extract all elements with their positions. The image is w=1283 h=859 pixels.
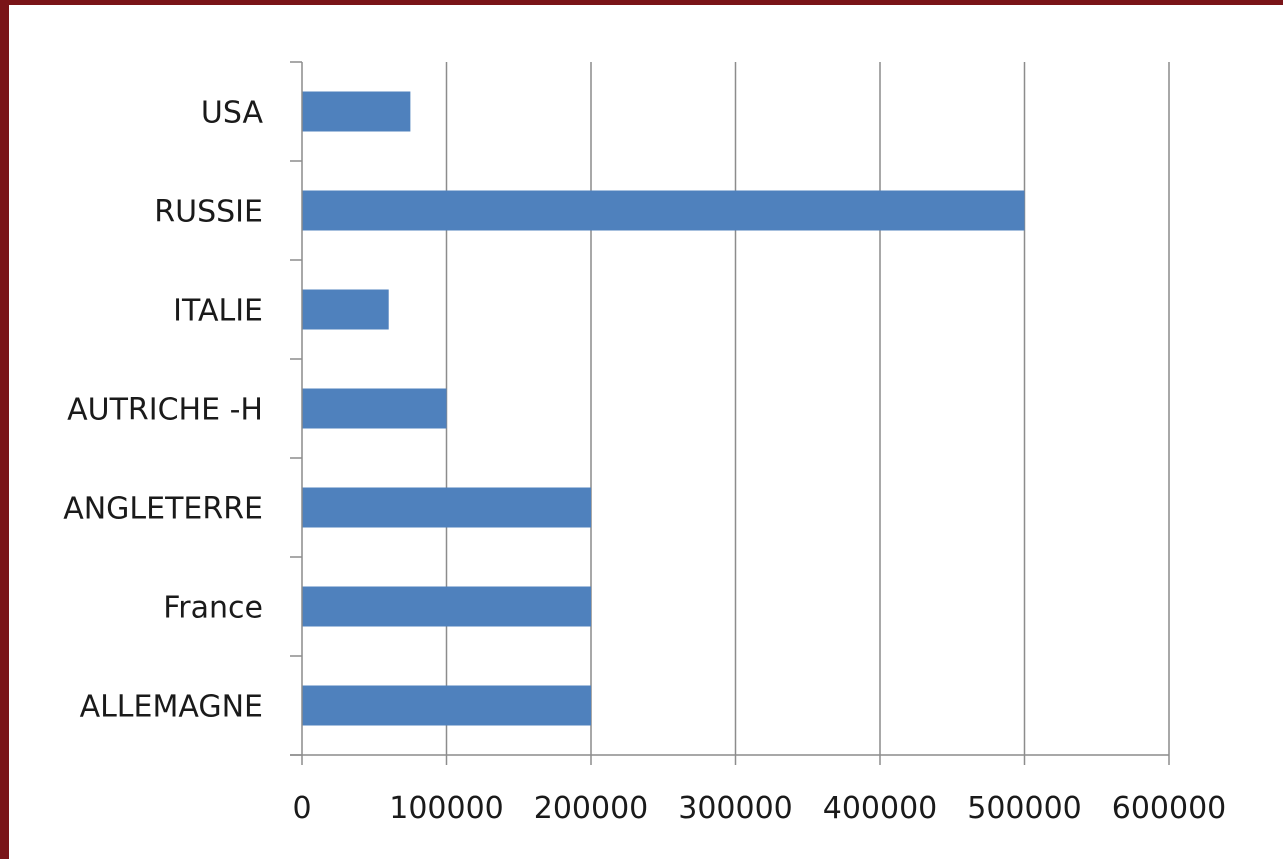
category-label: USA bbox=[201, 96, 264, 131]
x-tick-label: 500000 bbox=[967, 791, 1082, 826]
bar-autriche-h bbox=[302, 388, 447, 429]
bar-russie bbox=[302, 190, 1025, 231]
bar-italie bbox=[302, 289, 389, 330]
category-label: France bbox=[163, 591, 263, 626]
category-labels: ALLEMAGNE France ANGLETERRE AUTRICHE -H ITAL… bbox=[63, 96, 263, 725]
bars bbox=[302, 91, 1025, 726]
x-tick-label: 0 bbox=[292, 791, 311, 826]
x-tick-label: 600000 bbox=[1112, 791, 1227, 826]
category-label: ANGLETERRE bbox=[63, 492, 263, 527]
x-tick-label: 200000 bbox=[534, 791, 649, 826]
x-tick-label: 400000 bbox=[823, 791, 938, 826]
x-tick-labels: 0 100000 200000 300000 400000 500000 600000 bbox=[292, 791, 1226, 826]
gridlines bbox=[445, 62, 1170, 755]
bar-france bbox=[302, 586, 591, 627]
category-label: RUSSIE bbox=[154, 195, 263, 230]
x-tick-label: 300000 bbox=[678, 791, 793, 826]
category-label: ALLEMAGNE bbox=[80, 690, 263, 725]
category-label: AUTRICHE -H bbox=[67, 393, 263, 428]
bar-allemagne bbox=[302, 685, 591, 726]
category-label: ITALIE bbox=[173, 294, 263, 329]
axes bbox=[290, 61, 1170, 765]
x-tick-label: 100000 bbox=[389, 791, 504, 826]
bar-usa bbox=[302, 91, 411, 132]
bar-angleterre bbox=[302, 487, 591, 528]
